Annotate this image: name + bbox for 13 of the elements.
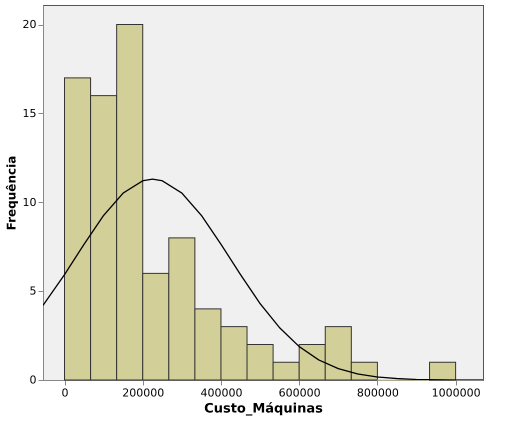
y-tick-label: 0 (30, 374, 36, 386)
x-tick-label: 800000 (356, 386, 399, 400)
x-tick-label: 400000 (200, 386, 242, 400)
x-tick-label: 600000 (278, 386, 321, 400)
y-tick-label: 5 (30, 284, 36, 298)
x-axis-title: Custo_Máquinas (204, 402, 324, 416)
x-tick-label: 0 (62, 386, 69, 400)
y-tick-label: 15 (22, 106, 36, 120)
x-tick-label: 1000000 (432, 386, 481, 400)
x-tick-label: 200000 (122, 386, 164, 400)
y-tick-label: 20 (22, 18, 36, 32)
y-tick-label: 10 (22, 196, 36, 209)
y-axis-title: Frequência (4, 156, 19, 230)
